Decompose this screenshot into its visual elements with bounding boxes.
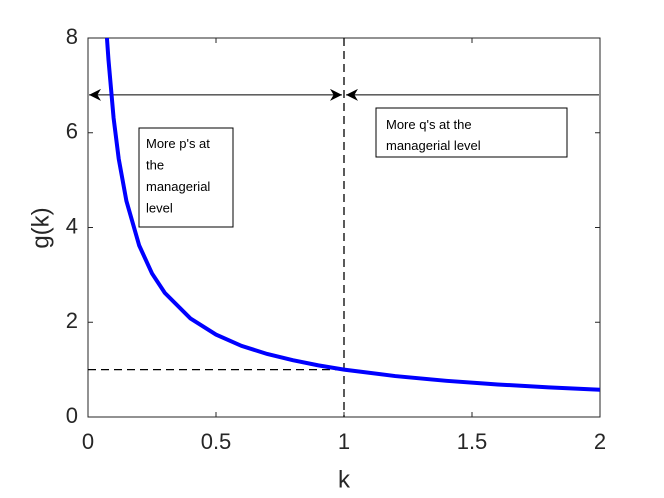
x-axis-label: k (338, 466, 351, 493)
x-tick-label: 1 (338, 429, 350, 454)
annotation-text: managerial level (386, 138, 481, 153)
y-axis-label: g(k) (27, 207, 54, 248)
y-tick-label: 8 (66, 24, 78, 49)
x-tick-label: 0.5 (201, 429, 232, 454)
annotation-box (138, 127, 234, 228)
y-tick-label: 0 (66, 403, 78, 428)
annotation-text: managerial (146, 179, 210, 194)
y-tick-label: 6 (66, 119, 78, 144)
x-tick-label: 2 (594, 429, 606, 454)
annotation-text: More p's at (146, 136, 210, 151)
curve (104, 37, 601, 392)
y-tick-label: 4 (66, 213, 78, 238)
x-tick-label: 1.5 (457, 429, 488, 454)
x-tick-label: 0 (82, 429, 94, 454)
annotation-text: level (146, 201, 173, 216)
annotation-box (375, 107, 568, 158)
annotation-text: the (146, 158, 164, 173)
annotation-text: More q's at the (386, 117, 472, 132)
y-tick-label: 2 (66, 308, 78, 333)
